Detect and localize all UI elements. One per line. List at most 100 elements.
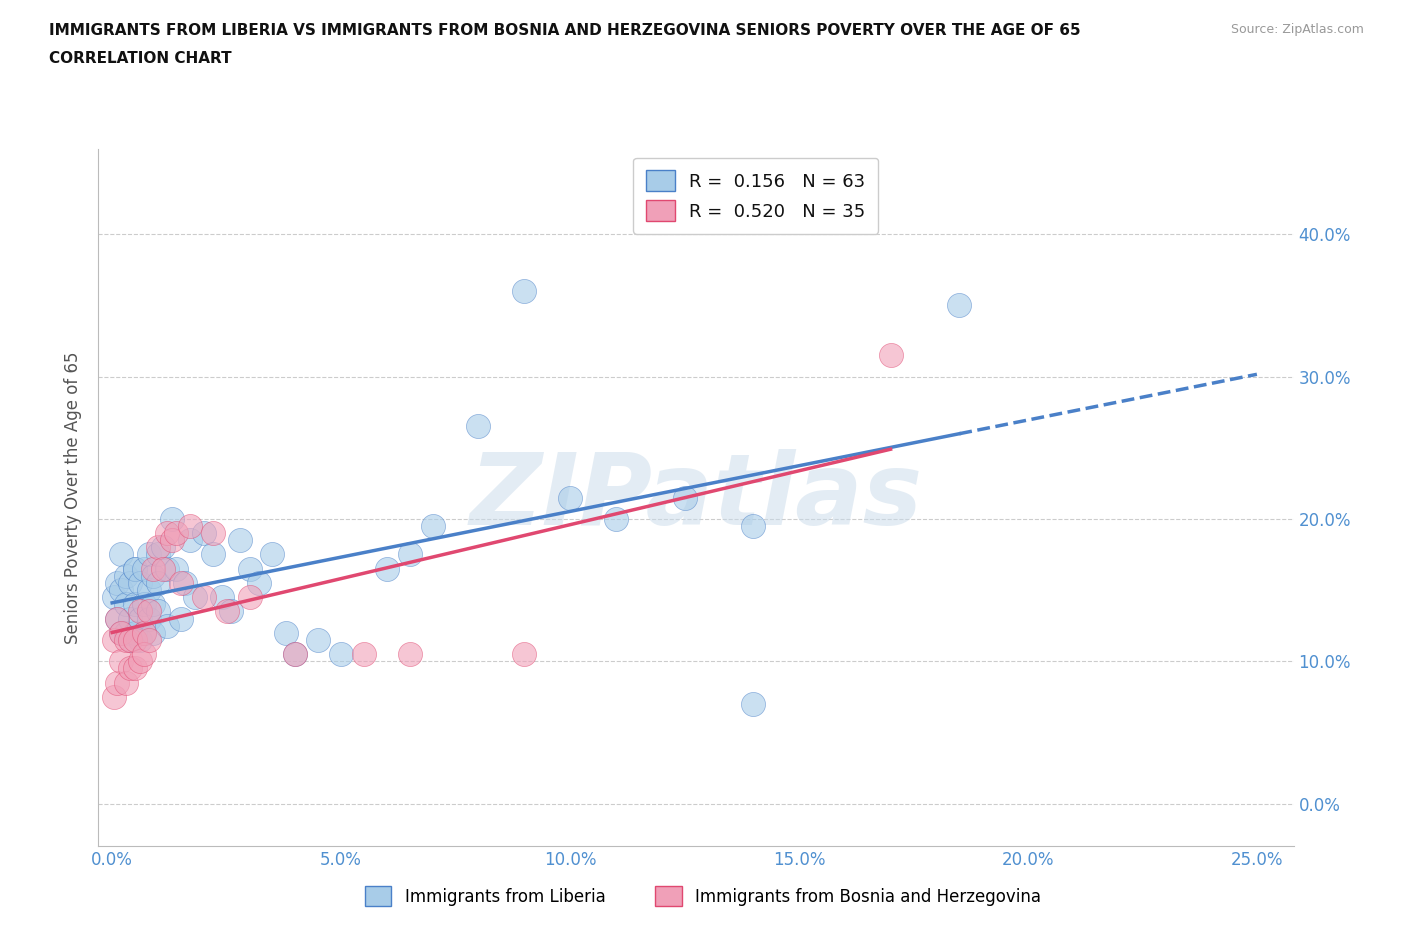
Point	[179, 533, 201, 548]
Point	[160, 512, 183, 526]
Point	[201, 525, 224, 540]
Point	[284, 646, 307, 661]
Point	[128, 654, 150, 669]
Point	[105, 611, 128, 626]
Point	[152, 540, 174, 555]
Point	[103, 632, 125, 647]
Point	[146, 547, 169, 562]
Point	[219, 604, 242, 618]
Legend: R =  0.156   N = 63, R =  0.520   N = 35: R = 0.156 N = 63, R = 0.520 N = 35	[633, 158, 879, 233]
Point	[513, 646, 536, 661]
Point	[398, 646, 420, 661]
Point	[170, 576, 193, 591]
Point	[103, 590, 125, 604]
Point	[353, 646, 375, 661]
Point	[193, 525, 215, 540]
Legend: Immigrants from Liberia, Immigrants from Bosnia and Herzegovina: Immigrants from Liberia, Immigrants from…	[359, 880, 1047, 912]
Point	[138, 547, 160, 562]
Point	[110, 625, 132, 640]
Point	[128, 604, 150, 618]
Point	[115, 568, 138, 583]
Point	[247, 576, 270, 591]
Point	[138, 632, 160, 647]
Point	[422, 519, 444, 534]
Point	[467, 418, 489, 433]
Point	[330, 646, 353, 661]
Point	[142, 625, 165, 640]
Point	[124, 661, 146, 676]
Point	[128, 576, 150, 591]
Point	[262, 547, 284, 562]
Point	[673, 490, 696, 505]
Point	[142, 597, 165, 612]
Point	[375, 562, 398, 577]
Point	[170, 611, 193, 626]
Point	[201, 547, 224, 562]
Point	[110, 625, 132, 640]
Point	[120, 576, 142, 591]
Point	[124, 562, 146, 577]
Point	[742, 697, 765, 711]
Point	[193, 590, 215, 604]
Point	[124, 562, 146, 577]
Point	[115, 625, 138, 640]
Point	[124, 597, 146, 612]
Point	[179, 519, 201, 534]
Point	[215, 604, 238, 618]
Text: IMMIGRANTS FROM LIBERIA VS IMMIGRANTS FROM BOSNIA AND HERZEGOVINA SENIORS POVERT: IMMIGRANTS FROM LIBERIA VS IMMIGRANTS FR…	[49, 23, 1081, 38]
Point	[152, 562, 174, 577]
Point	[165, 562, 187, 577]
Text: ZIPatlas: ZIPatlas	[470, 449, 922, 546]
Point	[156, 562, 179, 577]
Point	[146, 576, 169, 591]
Point	[174, 576, 197, 591]
Point	[110, 547, 132, 562]
Point	[103, 689, 125, 704]
Point	[105, 576, 128, 591]
Point	[307, 632, 329, 647]
Text: Source: ZipAtlas.com: Source: ZipAtlas.com	[1230, 23, 1364, 36]
Point	[146, 540, 169, 555]
Point	[105, 611, 128, 626]
Point	[142, 562, 165, 577]
Point	[238, 562, 260, 577]
Point	[120, 632, 142, 647]
Point	[229, 533, 252, 548]
Point	[238, 590, 260, 604]
Point	[110, 582, 132, 597]
Point	[558, 490, 581, 505]
Point	[276, 625, 298, 640]
Point	[142, 568, 165, 583]
Point	[110, 654, 132, 669]
Point	[128, 632, 150, 647]
Point	[138, 611, 160, 626]
Point	[115, 675, 138, 690]
Point	[134, 646, 156, 661]
Point	[605, 512, 627, 526]
Point	[146, 604, 169, 618]
Point	[742, 519, 765, 534]
Y-axis label: Seniors Poverty Over the Age of 65: Seniors Poverty Over the Age of 65	[65, 352, 83, 644]
Point	[513, 284, 536, 299]
Point	[138, 604, 160, 618]
Point	[120, 632, 142, 647]
Point	[284, 646, 307, 661]
Point	[134, 625, 156, 640]
Point	[156, 618, 179, 633]
Point	[115, 632, 138, 647]
Point	[128, 611, 150, 626]
Point	[120, 661, 142, 676]
Point	[134, 625, 156, 640]
Point	[138, 582, 160, 597]
Point	[879, 348, 901, 363]
Point	[156, 525, 179, 540]
Point	[948, 298, 970, 312]
Point	[124, 625, 146, 640]
Point	[398, 547, 420, 562]
Point	[165, 525, 187, 540]
Point	[120, 611, 142, 626]
Point	[134, 562, 156, 577]
Point	[105, 675, 128, 690]
Point	[211, 590, 233, 604]
Point	[124, 632, 146, 647]
